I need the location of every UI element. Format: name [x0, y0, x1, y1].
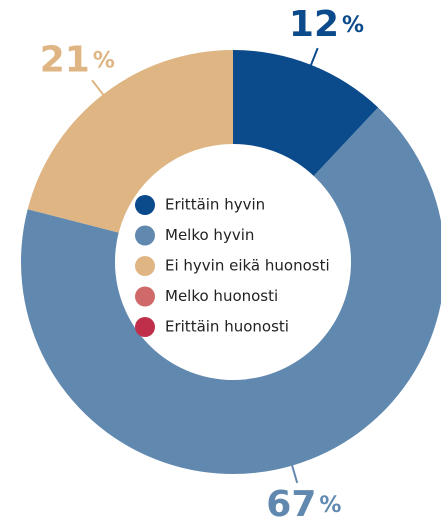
legend-label: Melko hyvin — [165, 226, 254, 244]
legend-swatch — [135, 317, 155, 337]
leader-line — [309, 47, 319, 68]
legend-swatch — [135, 195, 155, 215]
legend-label: Ei hyvin eikä huonosti — [165, 257, 330, 275]
legend-swatch — [135, 256, 155, 276]
legend-label: Melko huonosti — [165, 287, 278, 305]
legend-swatch — [135, 225, 155, 246]
legend-label: Erittäin hyvin — [165, 196, 265, 214]
legend-swatch — [135, 286, 155, 307]
value-label: 21% — [40, 39, 115, 80]
donut-slice — [233, 50, 379, 176]
leader-line — [91, 79, 106, 97]
legend-label: Erittäin huonosti — [165, 318, 289, 336]
donut-slice — [27, 50, 233, 233]
value-label: 12% — [289, 4, 364, 45]
value-label: 67% — [266, 484, 341, 520]
donut-slice — [21, 107, 441, 475]
leader-line — [290, 463, 299, 484]
